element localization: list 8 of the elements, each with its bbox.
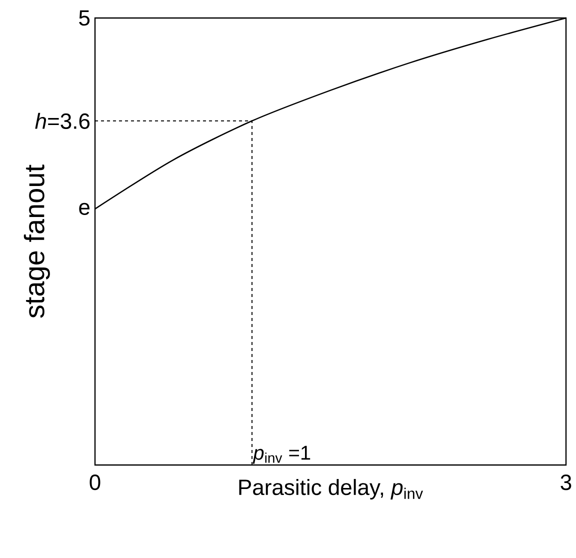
x-axis-title: Parasitic delay, p$_{inv}$	[239, 478, 423, 500]
y-tick-label: 5	[79, 10, 90, 26]
ref-line-label: p$_{inv}$ =1	[252, 446, 310, 464]
x-tick-label: 3	[560, 474, 572, 490]
y-tick-label: e	[79, 202, 90, 215]
y-tick-label: h=3.6	[35, 112, 90, 129]
x-tick-label: 0	[90, 474, 100, 490]
y-axis-title: stage fanout	[24, 164, 50, 318]
